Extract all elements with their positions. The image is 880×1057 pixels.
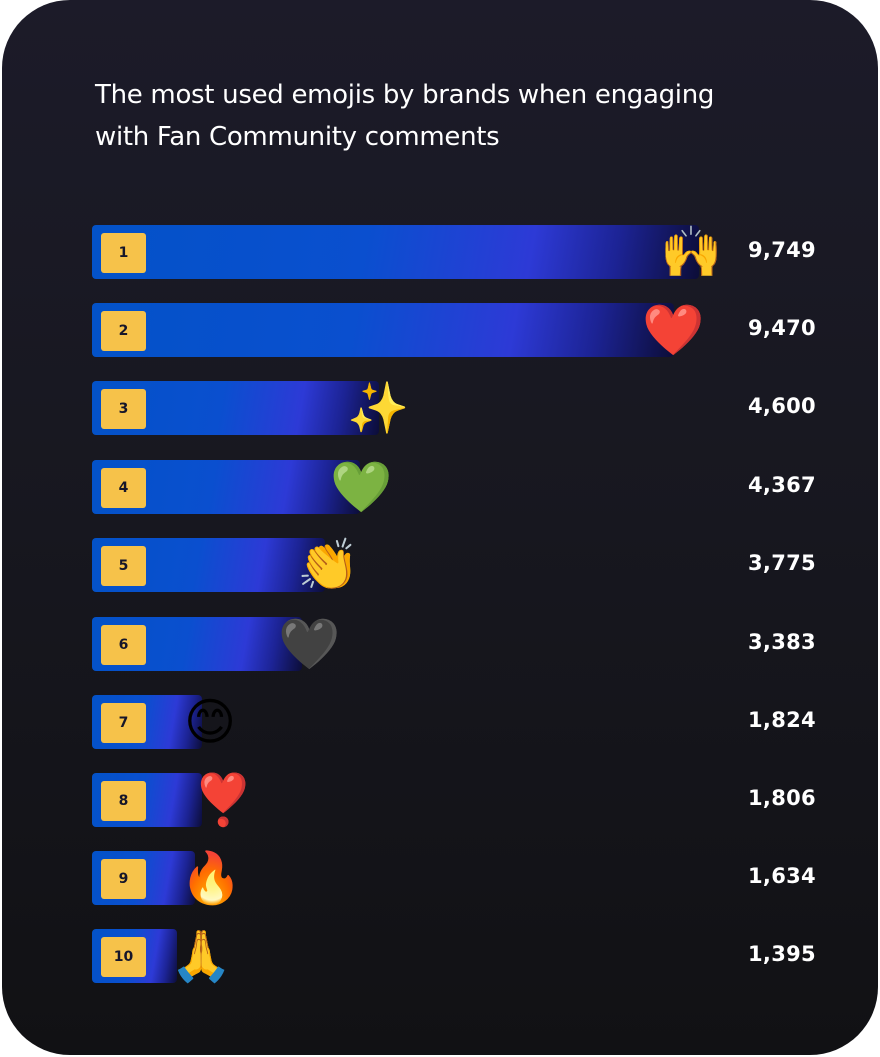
rank-badge: 5: [101, 546, 146, 586]
rank-badge: 1: [101, 233, 146, 273]
rank-badge: 3: [101, 389, 146, 429]
bar-row: 7 😊 1,824: [92, 693, 852, 751]
value-label: 4,600: [748, 394, 816, 418]
value-label: 9,470: [748, 316, 816, 340]
heart-exclamation-icon: ❣️: [192, 771, 255, 829]
green-heart-icon: 💚: [330, 458, 393, 516]
bar-row: 4 💚 4,367: [92, 458, 852, 516]
bar-row: 8 ❣️ 1,806: [92, 771, 852, 829]
fire-icon: 🔥: [180, 849, 243, 907]
smiling-face-icon: 😊: [184, 693, 237, 751]
chart-title: The most used emojis by brands when enga…: [95, 80, 715, 152]
rank-badge: 8: [101, 781, 146, 821]
value-label: 3,383: [748, 630, 816, 654]
clapping-hands-icon: 👏: [297, 536, 360, 594]
rank-badge: 10: [101, 937, 146, 977]
rank-badge: 2: [101, 311, 146, 351]
black-heart-icon: 🖤: [278, 615, 341, 673]
value-label: 1,634: [748, 864, 816, 888]
bar: [92, 303, 674, 357]
bar-row: 6 🖤 3,383: [92, 615, 852, 673]
value-label: 1,824: [748, 708, 816, 732]
bar-row: 1 🙌 9,749: [92, 223, 852, 281]
rank-badge: 6: [101, 625, 146, 665]
bar-row: 3 ✨ 4,600: [92, 379, 852, 437]
rank-badge: 7: [101, 703, 146, 743]
bar-row: 9 🔥 1,634: [92, 849, 852, 907]
bar-row: 10 🙏 1,395: [92, 927, 852, 985]
value-label: 9,749: [748, 238, 816, 262]
rank-badge: 4: [101, 468, 146, 508]
value-label: 3,775: [748, 551, 816, 575]
sparkles-icon: ✨: [347, 379, 410, 437]
value-label: 1,806: [748, 786, 816, 810]
bar-row: 5 👏 3,775: [92, 536, 852, 594]
folded-hands-icon: 🙏: [170, 927, 233, 985]
bar: [92, 225, 699, 279]
value-label: 1,395: [748, 942, 816, 966]
bar-row: 2 ❤️ 9,470: [92, 301, 852, 359]
red-heart-icon: ❤️: [642, 301, 705, 359]
raising-hands-icon: 🙌: [660, 223, 723, 281]
rank-badge: 9: [101, 859, 146, 899]
value-label: 4,367: [748, 473, 816, 497]
